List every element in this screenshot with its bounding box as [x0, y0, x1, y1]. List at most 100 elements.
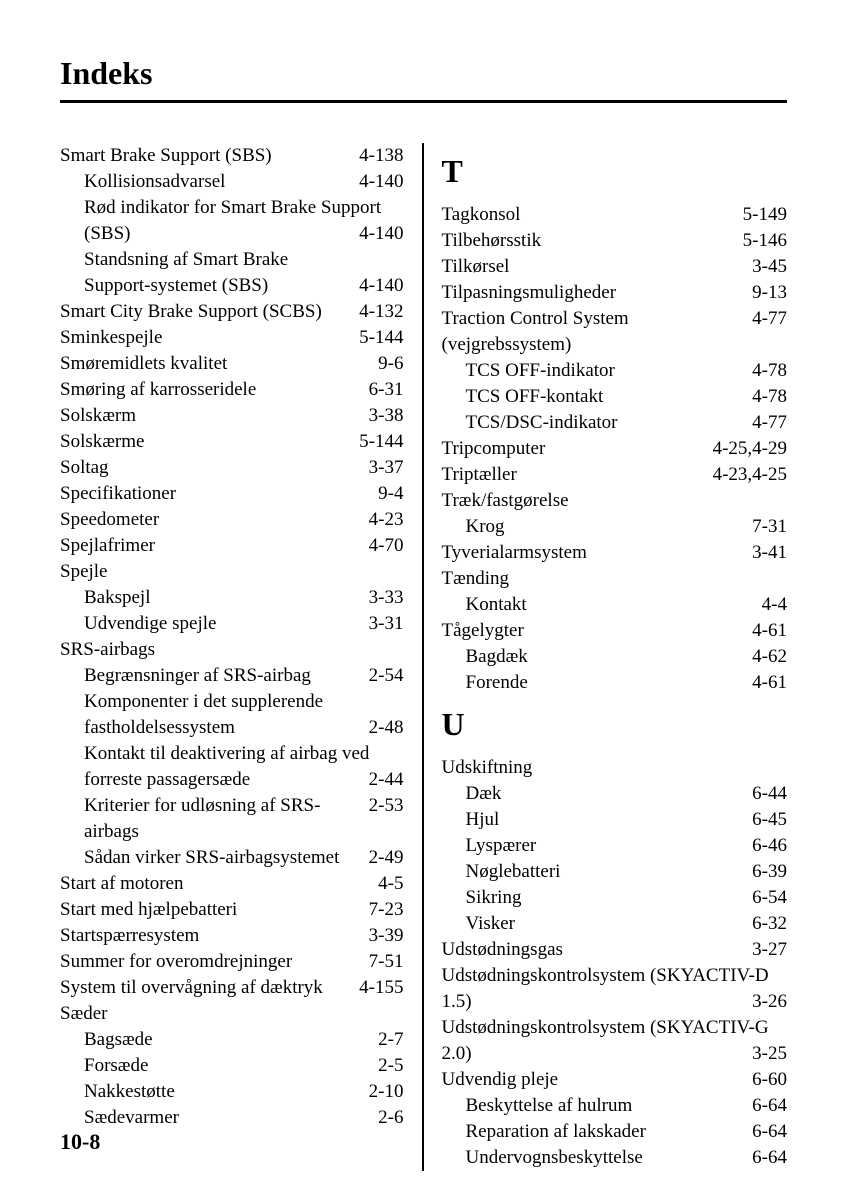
index-entry-page: 6-31 — [367, 377, 404, 403]
index-entry-label: Nakkestøtte — [84, 1079, 175, 1105]
index-entry: Sminkespejle5-144 — [60, 325, 404, 351]
index-entry-label: (SBS) — [84, 221, 130, 247]
index-entry-page: 2-49 — [367, 845, 404, 871]
index-entry-label: Rød indikator for Smart Brake Support — [84, 195, 381, 221]
index-entry: Start af motoren 4-5 — [60, 871, 404, 897]
index-entry-label: Sædevarmer — [84, 1105, 179, 1131]
index-entry-label: Spejle — [60, 559, 108, 585]
index-subentry: Rød indikator for Smart Brake Support — [60, 195, 404, 221]
index-entry-page: 4-5 — [376, 871, 403, 897]
index-entry-label: fastholdelsessystem — [84, 715, 235, 741]
index-entry-label: TCS/DSC-indikator — [466, 410, 618, 436]
index-subentry: Beskyttelse af hulrum6-64 — [442, 1093, 788, 1119]
index-subentry: Udvendige spejle3-31 — [60, 611, 404, 637]
index-entry-label: Solskærme — [60, 429, 144, 455]
index-subentry: Reparation af lakskader6-64 — [442, 1119, 788, 1145]
index-entry-page: 6-46 — [750, 833, 787, 859]
index-entry: Tågelygter4-61 — [442, 618, 788, 644]
index-entry-label: Summer for overomdrejninger — [60, 949, 292, 975]
index-subentry: Begrænsninger af SRS-airbag2-54 — [60, 663, 404, 689]
index-entry-label: Forende — [466, 670, 528, 696]
index-entry-page: 9-6 — [376, 351, 403, 377]
index-entry-label: Udvendig pleje — [442, 1067, 559, 1093]
index-entry: System til overvågning af dæktryk4-155 — [60, 975, 404, 1001]
index-entry-label: Kriterier for udløsning af SRS-airbags — [84, 793, 362, 845]
index-entry-label: Start af motoren — [60, 871, 183, 897]
index-columns: Smart Brake Support (SBS)4-138Kollisions… — [60, 143, 787, 1171]
index-entry-label: Tagkonsol — [442, 202, 521, 228]
index-entry-page: 9-4 — [376, 481, 403, 507]
index-subentry: Undervognsbeskyttelse6-64 — [442, 1145, 788, 1171]
index-entry-label: Triptæller — [442, 462, 517, 488]
index-entry-page: 4-4 — [760, 592, 787, 618]
index-section-letter: T — [442, 153, 788, 190]
index-entry-page: 4-61 — [750, 670, 787, 696]
index-subentry: Forende 4-61 — [442, 670, 788, 696]
index-column-right: TTagkonsol5-149Tilbehørsstik5-146Tilkørs… — [424, 143, 788, 1171]
index-subentry: Kontakt 4-4 — [442, 592, 788, 618]
index-subentry: TCS/DSC-indikator 4-77 — [442, 410, 788, 436]
index-entry-label: Lyspærer — [466, 833, 537, 859]
index-entry-label: Visker — [466, 911, 516, 937]
index-entry-label: Kontakt — [466, 592, 527, 618]
index-entry-page: 4-23 — [367, 507, 404, 533]
index-entry-label: Udskiftning — [442, 755, 533, 781]
index-entry-page: 6-64 — [750, 1119, 787, 1145]
index-entry: Solskærme 5-144 — [60, 429, 404, 455]
index-entry-page: 6-64 — [750, 1145, 787, 1171]
index-entry: Spejle — [60, 559, 404, 585]
index-subentry: Forsæde2-5 — [60, 1053, 404, 1079]
index-subentry: Nøglebatteri6-39 — [442, 859, 788, 885]
index-subentry: Bagdæk4-62 — [442, 644, 788, 670]
index-entry-label: Sikring — [466, 885, 522, 911]
index-entry-page: 7-31 — [750, 514, 787, 540]
index-entry-label: Smart City Brake Support (SCBS) — [60, 299, 322, 325]
index-entry-label: Standsning af Smart Brake — [84, 247, 288, 273]
index-entry-page: 4-155 — [357, 975, 403, 1001]
index-entry: Specifikationer 9-4 — [60, 481, 404, 507]
index-subentry: fastholdelsessystem2-48 — [60, 715, 404, 741]
index-subentry: Hjul6-45 — [442, 807, 788, 833]
index-entry-label: Bagdæk — [466, 644, 528, 670]
index-entry-page: 2-10 — [367, 1079, 404, 1105]
index-entry-label: Beskyttelse af hulrum — [466, 1093, 633, 1119]
index-entry-label: Bakspejl — [84, 585, 151, 611]
index-entry: 2.0)3-25 — [442, 1041, 788, 1067]
index-entry-page: 4-23,4-25 — [711, 462, 787, 488]
index-entry-page: 3-39 — [367, 923, 404, 949]
index-entry-page: 3-26 — [750, 989, 787, 1015]
index-entry-page: 5-144 — [357, 429, 403, 455]
index-entry: Udstødningsgas 3-27 — [442, 937, 788, 963]
index-entry: Tænding — [442, 566, 788, 592]
index-entry: 1.5)3-26 — [442, 989, 788, 1015]
index-entry-page: 3-27 — [750, 937, 787, 963]
index-entry-page: 4-138 — [357, 143, 403, 169]
index-entry-page: 4-77 — [750, 306, 787, 332]
index-subentry: Komponenter i det supplerende — [60, 689, 404, 715]
index-entry-page: 4-78 — [750, 384, 787, 410]
index-entry-label: Specifikationer — [60, 481, 176, 507]
index-entry-label: Startspærresystem — [60, 923, 199, 949]
index-entry-page: 4-77 — [750, 410, 787, 436]
index-entry-page: 4-78 — [750, 358, 787, 384]
index-entry-page: 6-45 — [750, 807, 787, 833]
index-entry-label: Smart Brake Support (SBS) — [60, 143, 272, 169]
index-entry-label: Kontakt til deaktivering af airbag ved — [84, 741, 369, 767]
index-entry-page: 4-70 — [367, 533, 404, 559]
index-subentry: Support-systemet (SBS)4-140 — [60, 273, 404, 299]
index-subentry: Kontakt til deaktivering af airbag ved — [60, 741, 404, 767]
index-subentry: Sikring6-54 — [442, 885, 788, 911]
index-entry-page: 7-23 — [367, 897, 404, 923]
index-entry-label: Speedometer — [60, 507, 159, 533]
index-entry-label: Udvendige spejle — [84, 611, 216, 637]
index-entry-label: Udstødningsgas — [442, 937, 563, 963]
index-entry: Traction Control System (vejgrebssystem)… — [442, 306, 788, 358]
index-entry: Summer for overomdrejninger7-51 — [60, 949, 404, 975]
index-entry-page: 4-25,4-29 — [711, 436, 787, 462]
index-section-letter: U — [442, 706, 788, 743]
index-entry-page: 3-37 — [367, 455, 404, 481]
index-entry: Udstødningskontrolsystem (SKYACTIV-D — [442, 963, 788, 989]
index-entry-label: Spejlafrimer — [60, 533, 155, 559]
index-subentry: Sådan virker SRS-airbagsystemet2-49 — [60, 845, 404, 871]
index-entry-label: Traction Control System (vejgrebssystem) — [442, 306, 746, 358]
